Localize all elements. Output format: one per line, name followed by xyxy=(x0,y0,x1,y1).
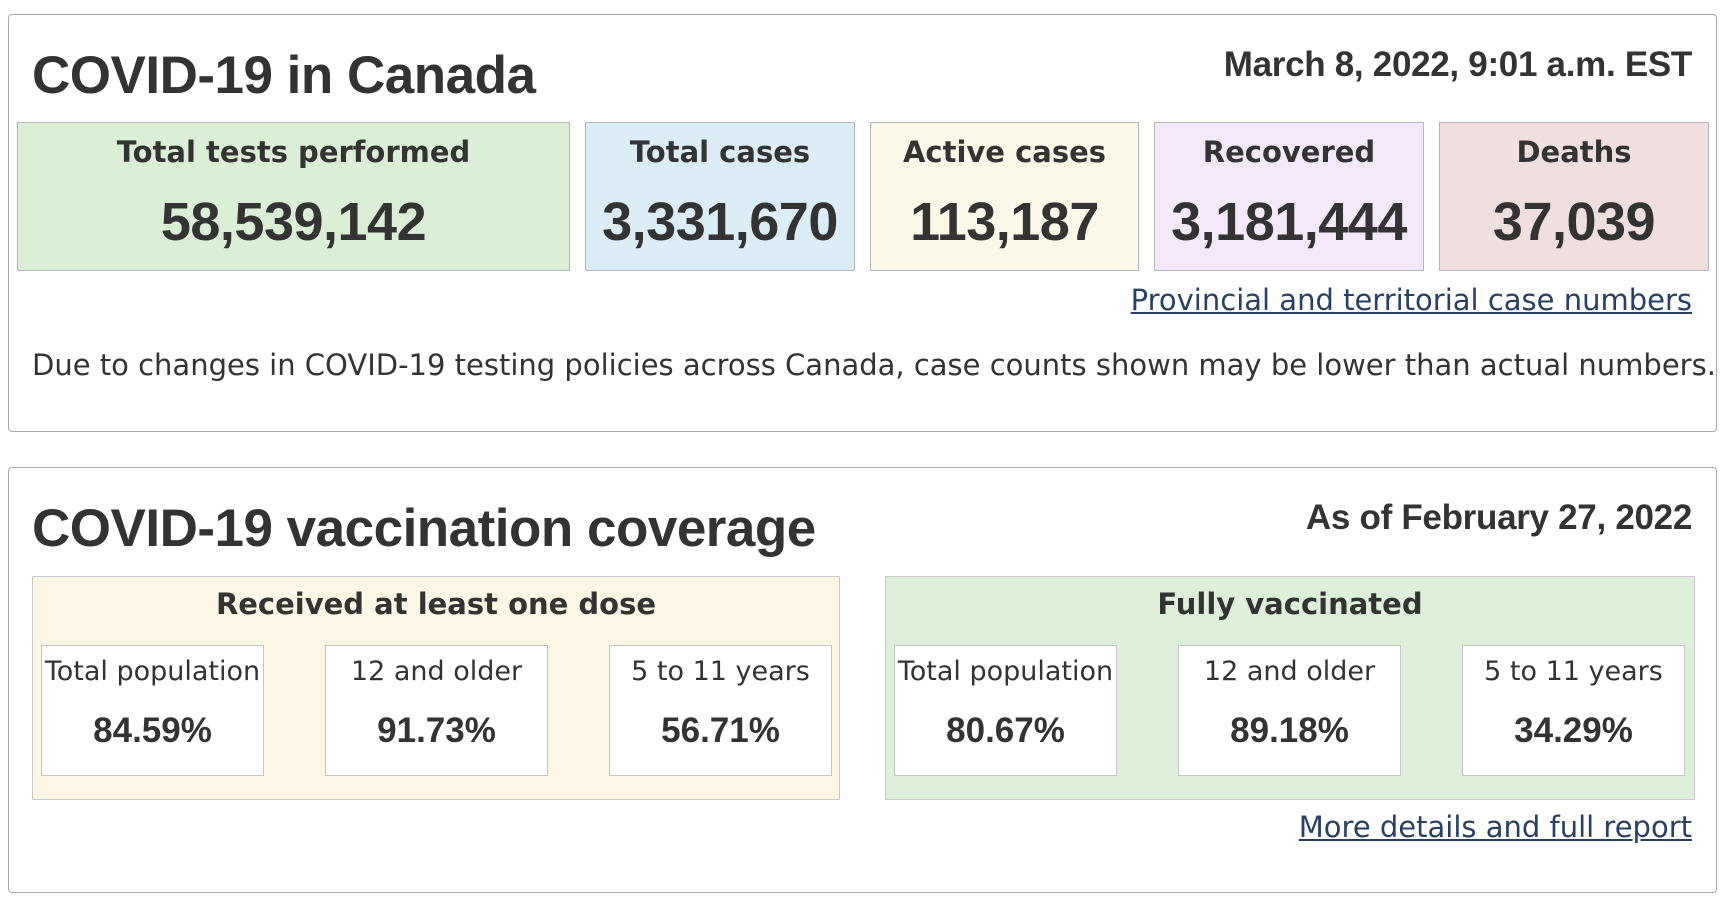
coverage-label: Total population xyxy=(897,656,1114,687)
stat-label: Total tests performed xyxy=(116,135,471,169)
stat-active-cases: Active cases 113,187 xyxy=(870,122,1139,271)
coverage-cell: 12 and older 91.73% xyxy=(325,645,548,776)
coverage-cell: Total population 80.67% xyxy=(894,645,1117,776)
vaccination-date: As of February 27, 2022 xyxy=(1305,498,1692,537)
coverage-label: 5 to 11 years xyxy=(1484,656,1663,687)
stat-deaths: Deaths 37,039 xyxy=(1439,122,1709,271)
stat-label: Recovered xyxy=(1202,135,1376,169)
stat-label: Active cases xyxy=(902,135,1107,169)
coverage-value: 91.73% xyxy=(377,711,496,750)
fully-vaccinated-group: Fully vaccinated Total population 80.67%… xyxy=(885,576,1695,800)
vaccination-panel: COVID-19 vaccination coverage As of Febr… xyxy=(8,467,1717,893)
stat-value: 37,039 xyxy=(1492,192,1656,252)
coverage-value: 34.29% xyxy=(1514,711,1633,750)
stat-value: 3,331,670 xyxy=(602,192,838,252)
coverage-label: 12 and older xyxy=(1203,656,1376,687)
coverage-cell: 12 and older 89.18% xyxy=(1178,645,1401,776)
coverage-value: 89.18% xyxy=(1230,711,1349,750)
coverage-value: 56.71% xyxy=(661,711,780,750)
stat-total-tests: Total tests performed 58,539,142 xyxy=(17,122,570,271)
testing-policy-note: Due to changes in COVID-19 testing polic… xyxy=(32,348,1716,382)
stat-label: Deaths xyxy=(1516,135,1632,169)
provincial-case-numbers-link[interactable]: Provincial and territorial case numbers xyxy=(1130,283,1692,317)
stat-value: 58,539,142 xyxy=(160,192,427,252)
stat-value: 113,187 xyxy=(910,192,1099,252)
coverage-value: 80.67% xyxy=(946,711,1065,750)
coverage-label: 12 and older xyxy=(350,656,523,687)
stat-recovered: Recovered 3,181,444 xyxy=(1154,122,1424,271)
at-least-one-dose-group: Received at least one dose Total populat… xyxy=(32,576,840,800)
more-details-link[interactable]: More details and full report xyxy=(1298,810,1692,844)
coverage-cell: Total population 84.59% xyxy=(41,645,264,776)
coverage-label: Total population xyxy=(44,656,261,687)
coverage-cell: 5 to 11 years 34.29% xyxy=(1462,645,1685,776)
stat-value: 3,181,444 xyxy=(1171,192,1407,252)
cases-date: March 8, 2022, 9:01 a.m. EST xyxy=(1223,45,1693,84)
cases-title: COVID-19 in Canada xyxy=(32,46,536,105)
coverage-label: 5 to 11 years xyxy=(631,656,810,687)
stat-total-cases: Total cases 3,331,670 xyxy=(585,122,855,271)
coverage-cell: 5 to 11 years 56.71% xyxy=(609,645,832,776)
cases-panel: COVID-19 in Canada March 8, 2022, 9:01 a… xyxy=(8,14,1717,432)
group-title: Received at least one dose xyxy=(215,587,657,621)
vaccination-title: COVID-19 vaccination coverage xyxy=(32,499,816,558)
stat-label: Total cases xyxy=(629,135,811,169)
coverage-value: 84.59% xyxy=(93,711,212,750)
group-title: Fully vaccinated xyxy=(1157,587,1423,621)
